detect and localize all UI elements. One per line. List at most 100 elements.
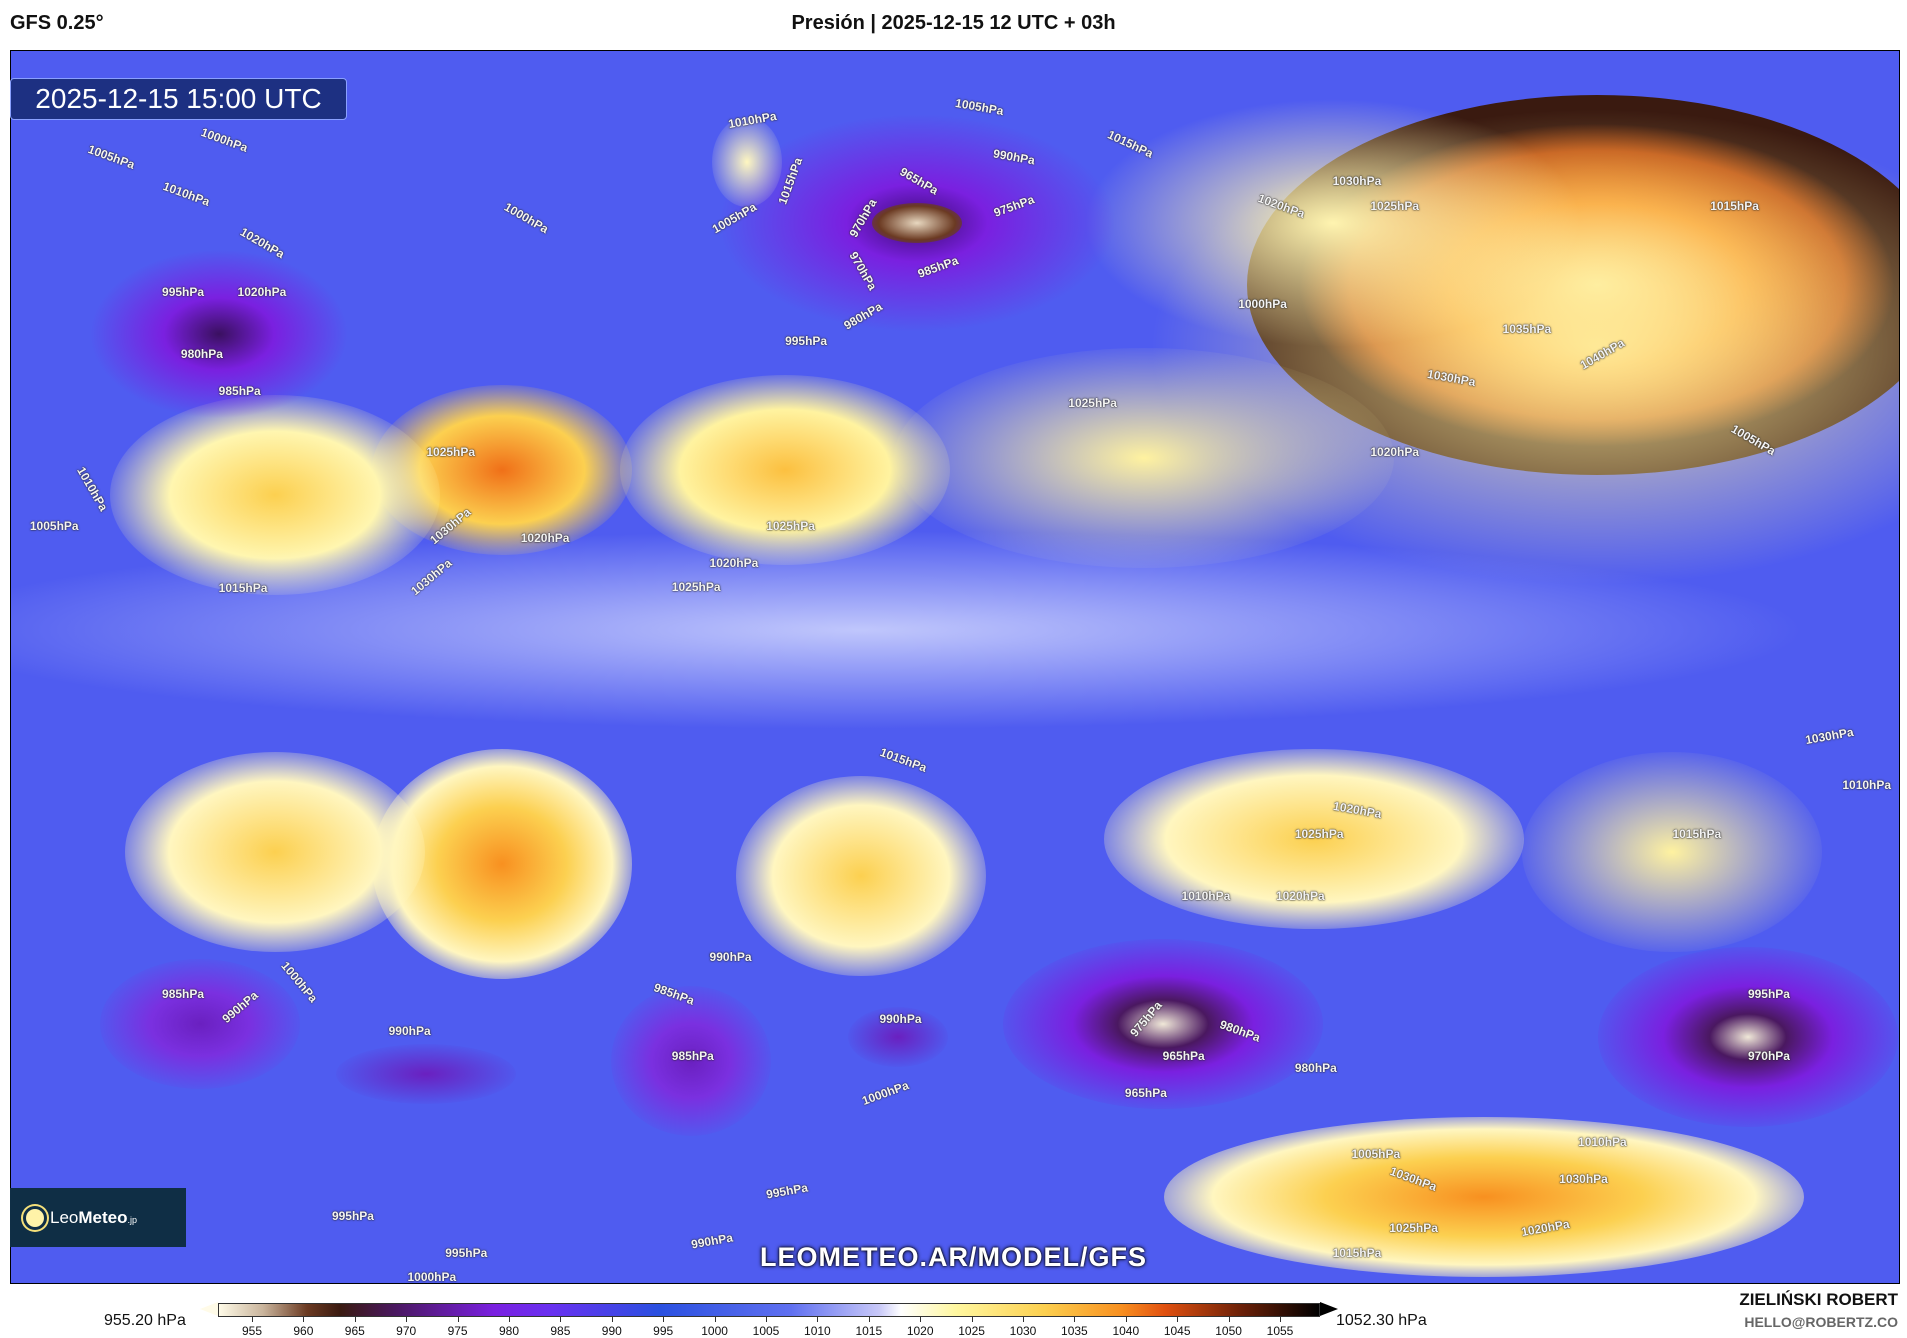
colorbar-tick xyxy=(1023,1316,1024,1322)
isobar-label: 1030hPa xyxy=(1803,724,1855,747)
isobar-label: 1020hPa xyxy=(520,531,570,546)
colorbar-tick-label: 1045 xyxy=(1163,1324,1191,1338)
isobar-label: 995hPa xyxy=(765,1180,810,1202)
colorbar-tick-label: 1020 xyxy=(906,1324,934,1338)
isobar-label: 990hPa xyxy=(709,950,752,965)
pressure-field-16 xyxy=(1002,939,1323,1110)
isobar-label: 965hPa xyxy=(1124,1085,1167,1100)
isobar-label: 980hPa xyxy=(180,346,223,361)
isobar-label: 1000hPa xyxy=(407,1270,457,1284)
valid-time-label: 2025-12-15 15:00 UTC xyxy=(10,78,347,120)
pressure-field-13 xyxy=(1103,749,1524,930)
isobar-label: 1000hPa xyxy=(501,199,551,237)
isobar-label: 1010hPa xyxy=(1181,888,1231,903)
model-name: GFS 0.25° xyxy=(10,12,104,34)
isobar-label: 1005hPa xyxy=(954,96,1005,119)
isobar-label: 1010hPa xyxy=(1578,1135,1627,1150)
isobar-label: 990hPa xyxy=(689,1230,734,1252)
colorbar-tick-label: 965 xyxy=(344,1324,365,1338)
colorbar-tick-label: 1010 xyxy=(804,1324,831,1338)
isobar-label: 1035hPa xyxy=(1502,322,1552,337)
colorbar-tick xyxy=(868,1316,870,1322)
isobar-label: 1020hPa xyxy=(1275,888,1325,903)
isobar-label: 985hPa xyxy=(162,987,205,1002)
isobar-label: 1010hPa xyxy=(1842,777,1892,792)
isobar-label: 965hPa xyxy=(1162,1048,1205,1063)
colorbar-tick xyxy=(817,1316,819,1322)
pressure-field-18 xyxy=(99,959,300,1090)
colorbar-tick-label: 1050 xyxy=(1215,1324,1242,1338)
author-email: HELLO@ROBERTZ.CO xyxy=(1744,1314,1898,1330)
pressure-field-9 xyxy=(88,249,349,420)
colorbar-tick-label: 1000 xyxy=(701,1324,728,1338)
colorbar-tick-label: 955 xyxy=(241,1324,263,1338)
pressure-field-8 xyxy=(872,203,963,244)
isobar-label: 985hPa xyxy=(218,383,261,398)
pressure-field-11 xyxy=(125,751,426,952)
chart-title: Presión | 2025-12-15 12 UTC + 03h xyxy=(791,12,1116,34)
isobar-label: 1010hPa xyxy=(161,178,212,209)
isobar-label: 1005hPa xyxy=(85,141,137,172)
colorbar-tick xyxy=(406,1316,408,1322)
isobar-label: 995hPa xyxy=(445,1246,488,1261)
colorbar-tick-label: 1025 xyxy=(958,1324,985,1338)
colorbar-tick-label: 995 xyxy=(653,1324,674,1338)
pressure-field-12 xyxy=(735,776,986,977)
colorbar-tick-label: 1005 xyxy=(752,1324,780,1338)
pressure-field-2 xyxy=(1082,98,1583,349)
isobar-label: 970hPa xyxy=(1747,1048,1790,1063)
pressure-field-15 xyxy=(11,530,1811,731)
isobar-label: 1020hPa xyxy=(709,556,759,571)
colorbar-min-arrow xyxy=(200,1302,218,1316)
isobar-label: 995hPa xyxy=(331,1209,374,1224)
colorbar-tick-label: 1035 xyxy=(1061,1324,1088,1338)
isobar-label: 985hPa xyxy=(671,1048,714,1063)
colorbar-tick xyxy=(1074,1316,1076,1322)
pressure-map[interactable]: 1005hPa 1000hPa 1010hPa 1020hPa 995hPa 980hPa… xyxy=(10,50,1900,1284)
pressure-field-14 xyxy=(1522,751,1823,952)
colorbar-tick xyxy=(354,1316,356,1322)
colorbar-tick xyxy=(971,1316,973,1322)
isobar-label: 1025hPa xyxy=(426,445,476,460)
isobar-label: 1030hPa xyxy=(1559,1172,1608,1187)
isobar-label: 1015hPa xyxy=(1672,827,1722,842)
isobar-label: 1020hPa xyxy=(237,285,287,300)
isobar-label: 1025hPa xyxy=(1294,827,1344,842)
isobar-label: 995hPa xyxy=(162,285,205,300)
colorbar-tick xyxy=(303,1316,305,1322)
colorbar-tick xyxy=(509,1316,510,1322)
isobar-label: 1000hPa xyxy=(198,125,250,155)
pressure-field-19 xyxy=(610,986,771,1137)
colorbar-tick-label: 970 xyxy=(396,1324,417,1338)
isobar-label: 1005hPa xyxy=(29,519,79,534)
colorbar-tick xyxy=(1125,1316,1127,1322)
colorbar-tick-label: 960 xyxy=(293,1324,314,1338)
isobar-label: 1015hPa xyxy=(218,580,268,595)
colorbar-tick-label: 1015 xyxy=(855,1324,883,1338)
isobar-label: 1005hPa xyxy=(1351,1147,1401,1162)
colorbar-tick-label: 980 xyxy=(498,1324,520,1338)
colorbar-tick-label: 985 xyxy=(550,1324,571,1338)
pressure-field-17 xyxy=(1597,946,1898,1127)
pressure-field-21 xyxy=(336,1043,517,1104)
colorbar-tick xyxy=(663,1316,665,1322)
pressure-field-22 xyxy=(1163,1116,1804,1277)
isobar-label: 1025hPa xyxy=(1370,198,1420,213)
colorbar-tick xyxy=(1280,1316,1281,1322)
colorbar-tick xyxy=(611,1316,613,1322)
colorbar-tick xyxy=(766,1316,767,1322)
colorbar-tick xyxy=(1228,1316,1230,1322)
colorbar-tick xyxy=(560,1316,562,1322)
isobar-label: 1025hPa xyxy=(766,519,815,534)
isobar-label: 1015hPa xyxy=(1710,198,1759,213)
colorbar-min-label: 955.20 hPa xyxy=(104,1312,186,1329)
isobar-label: 1010hPa xyxy=(73,464,111,514)
isobar-label: 1025hPa xyxy=(1389,1221,1438,1236)
watermark: LEOMETEO.AR/MODEL/GFS xyxy=(759,1242,1148,1272)
colorbar-max-label: 1052.30 hPa xyxy=(1336,1312,1427,1329)
colorbar-tick-label: 1055 xyxy=(1266,1324,1294,1338)
colorbar-tick xyxy=(1177,1316,1179,1322)
pressure-field-23 xyxy=(712,116,783,207)
author-name: ZIELIŃSKI ROBERT xyxy=(1739,1290,1898,1309)
sun-icon xyxy=(26,1208,44,1227)
